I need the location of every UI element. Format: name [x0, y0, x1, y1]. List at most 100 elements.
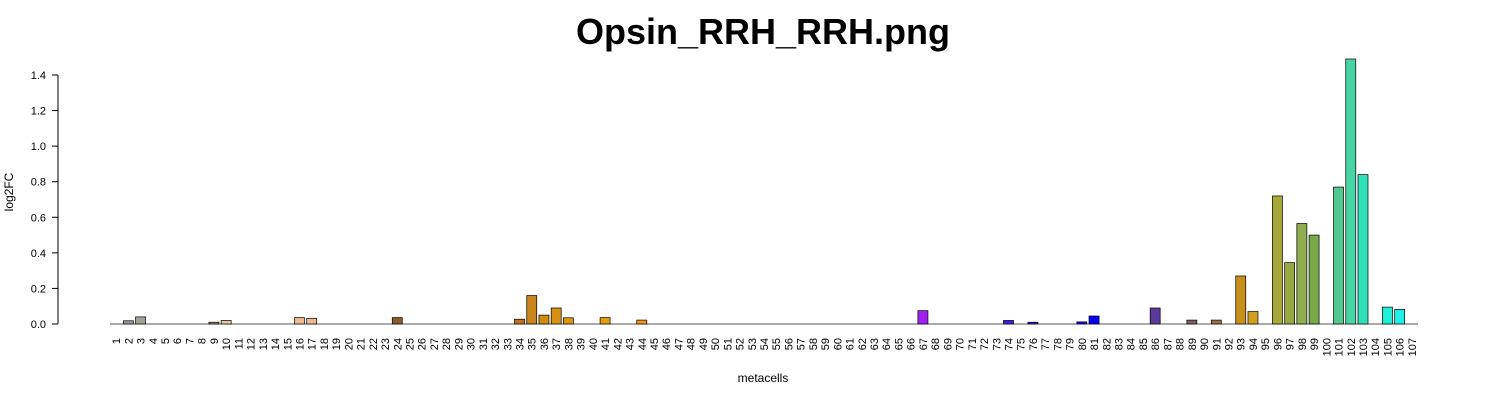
bar-101 [1333, 186, 1344, 325]
x-tick-label: 59 [820, 338, 832, 350]
x-tick-label: 89 [1187, 338, 1199, 350]
bar-67 [917, 310, 929, 325]
y-tick-label: 0.0 [31, 319, 46, 331]
bar-36 [538, 314, 550, 325]
bar-86 [1149, 307, 1161, 325]
y-axis-label: log2FC [2, 172, 16, 211]
x-tick-label: 7 [184, 338, 196, 344]
bar-2 [122, 320, 134, 325]
x-tick-label: 75 [1016, 338, 1028, 350]
y-tick-label: 0.6 [31, 212, 46, 224]
bar-97 [1284, 262, 1296, 325]
x-tick-label: 23 [380, 338, 392, 350]
x-tick-label: 42 [612, 338, 624, 350]
x-tick-label: 27 [429, 338, 441, 350]
x-tick-label: 73 [991, 338, 1003, 350]
x-tick-label: 54 [759, 338, 771, 350]
x-tick-label: 97 [1285, 338, 1297, 350]
bar-35 [526, 295, 538, 325]
x-tick-label: 4 [148, 338, 160, 344]
x-tick-label: 60 [832, 338, 844, 350]
x-tick-label: 39 [576, 338, 588, 350]
x-tick-label: 53 [747, 338, 759, 350]
bar-91 [1210, 319, 1222, 325]
bar-105 [1382, 306, 1393, 325]
x-tick-label: 103 [1358, 338, 1370, 356]
x-tick-label: 26 [417, 338, 429, 350]
x-tick-label: 65 [893, 338, 905, 350]
x-tick-label: 61 [845, 338, 857, 350]
x-tick-label: 68 [930, 338, 942, 350]
x-tick-label: 43 [625, 338, 637, 350]
x-tick-label: 76 [1028, 338, 1040, 350]
x-tick-label: 102 [1346, 338, 1358, 356]
x-tick-label: 90 [1199, 338, 1211, 350]
x-tick-label: 38 [563, 338, 575, 350]
x-tick-label: 16 [294, 338, 306, 350]
x-tick-label: 11 [233, 338, 245, 349]
x-tick-label: 78 [1052, 338, 1064, 350]
x-tick-label: 30 [466, 338, 478, 350]
x-tick-label: 66 [906, 338, 918, 350]
x-tick-label: 80 [1077, 338, 1089, 350]
x-tick-label: 92 [1224, 338, 1236, 350]
x-tick-label: 79 [1065, 338, 1077, 350]
x-tick-label: 58 [808, 338, 820, 350]
x-tick-label: 52 [735, 338, 747, 350]
x-tick-label: 104 [1370, 338, 1382, 356]
bar-102 [1345, 58, 1357, 325]
x-tick-label: 32 [490, 338, 502, 350]
x-tick-label: 22 [368, 338, 380, 350]
x-tick-label: 106 [1395, 338, 1407, 356]
bar-38 [563, 317, 574, 325]
chart-title: Opsin_RRH_RRH.png [576, 11, 950, 52]
x-tick-label: 41 [600, 338, 612, 350]
x-tick-label: 77 [1040, 338, 1052, 350]
x-tick-label: 57 [796, 338, 808, 350]
x-tick-label: 35 [527, 338, 539, 350]
x-tick-label: 24 [392, 338, 404, 350]
x-tick-label: 17 [307, 338, 319, 350]
x-tick-label: 20 [343, 338, 355, 350]
x-tick-label: 49 [698, 338, 710, 350]
x-tick-label: 44 [637, 338, 649, 350]
y-tick-label: 1.0 [31, 141, 46, 153]
x-tick-label: 45 [649, 338, 661, 350]
x-tick-label: 3 [136, 338, 148, 344]
bar-10 [220, 320, 232, 325]
x-tick-label: 46 [661, 338, 673, 350]
x-tick-label: 67 [918, 338, 930, 350]
x-tick-label: 64 [881, 338, 893, 350]
x-tick-label: 84 [1126, 338, 1138, 350]
x-tick-label: 8 [197, 338, 209, 344]
x-tick-label: 25 [404, 338, 416, 350]
x-tick-label: 91 [1211, 338, 1223, 350]
x-tick-label: 107 [1407, 338, 1419, 356]
y-tick-label: 0.2 [31, 283, 46, 295]
x-tick-label: 70 [955, 338, 967, 350]
x-tick-label: 87 [1162, 338, 1174, 350]
bar-44 [636, 319, 648, 325]
x-tick-label: 95 [1260, 338, 1272, 350]
x-tick-label: 37 [551, 338, 563, 350]
x-tick-label: 93 [1236, 338, 1248, 350]
bars-group [110, 58, 1418, 325]
bar-103 [1357, 174, 1369, 325]
y-tick-label: 1.4 [31, 70, 46, 82]
bar-76 [1027, 321, 1039, 325]
x-tick-label: 99 [1309, 338, 1321, 350]
x-tick-label: 96 [1272, 338, 1284, 350]
x-tick-label: 85 [1138, 338, 1150, 350]
bar-98 [1296, 223, 1308, 325]
x-tick-label: 50 [710, 338, 722, 350]
x-tick-label: 36 [539, 338, 551, 350]
x-tick-label: 94 [1248, 338, 1260, 350]
x-tick-label: 9 [209, 338, 221, 344]
x-tick-label: 62 [857, 338, 869, 350]
bar-3 [135, 316, 146, 325]
x-tick-label: 88 [1175, 338, 1187, 350]
x-tick-label: 82 [1101, 338, 1113, 350]
x-axis-label: metacells [738, 371, 789, 385]
x-tick-label: 21 [356, 338, 368, 350]
